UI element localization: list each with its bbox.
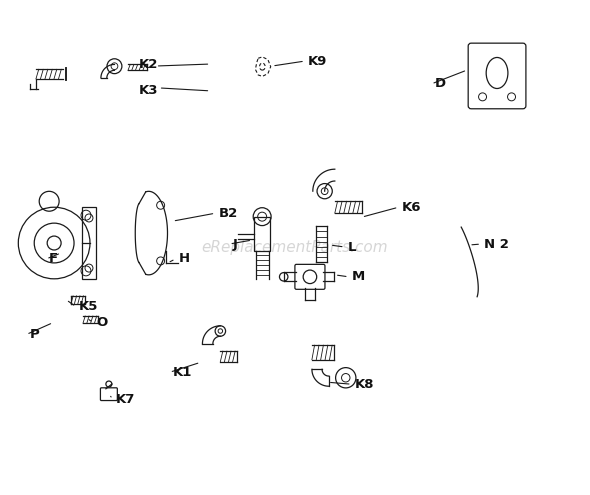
Bar [254, 217, 270, 250]
Text: B2: B2 [218, 207, 238, 220]
Text: N 2: N 2 [484, 238, 509, 250]
Text: K1: K1 [173, 366, 192, 379]
Text: H: H [179, 252, 189, 265]
Text: P: P [30, 328, 39, 341]
Text: eReplacementParts.com: eReplacementParts.com [202, 240, 388, 255]
Text: K9: K9 [308, 54, 327, 67]
Text: K7: K7 [116, 393, 135, 405]
Text: M: M [352, 270, 365, 283]
Text: F: F [49, 252, 58, 265]
Text: K6: K6 [402, 201, 421, 214]
Text: L: L [348, 241, 356, 253]
Text: K3: K3 [139, 84, 158, 98]
Text: O: O [96, 316, 107, 329]
Text: K2: K2 [139, 57, 158, 70]
Text: D: D [434, 77, 445, 91]
Text: K5: K5 [79, 300, 99, 313]
Text: J: J [232, 238, 237, 250]
Bar [81, 207, 96, 279]
Text: K8: K8 [355, 378, 374, 391]
